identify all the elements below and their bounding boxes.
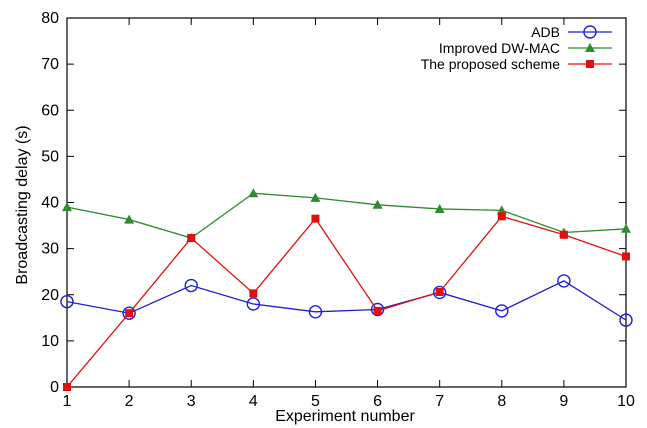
- y-axis: 0 10 20 30 40 50 60 70 80: [41, 10, 626, 396]
- series-layer: [60, 188, 633, 391]
- series-line: [66, 215, 627, 388]
- x-tick-label: 8: [497, 393, 506, 410]
- x-tick-label: 5: [311, 393, 320, 410]
- data-point: [619, 313, 633, 327]
- data-point: [559, 230, 568, 239]
- x-tick-label: 1: [63, 393, 72, 410]
- legend-marker: [585, 43, 595, 52]
- legend-label: The proposed scheme: [421, 56, 561, 72]
- data-point: [249, 289, 258, 298]
- data-point: [310, 192, 321, 202]
- data-point: [621, 223, 631, 233]
- y-axis-title: Broadcasting delay (s): [14, 125, 31, 284]
- x-tick-label: 4: [249, 393, 258, 410]
- x-tick-label: 2: [125, 393, 134, 410]
- legend-label: Improved DW-MAC: [439, 40, 560, 56]
- data-point: [184, 278, 198, 293]
- data-point: [62, 202, 72, 212]
- x-axis-title: Experiment number: [275, 408, 415, 425]
- legend-entry: The proposed scheme: [421, 56, 612, 72]
- y-tick-label: 40: [41, 195, 59, 212]
- y-tick-label: 80: [41, 10, 59, 27]
- data-point: [435, 287, 444, 296]
- y-tick-label: 20: [41, 287, 59, 304]
- series-line: [66, 280, 627, 321]
- x-tick-label: 7: [435, 393, 444, 410]
- x-axis: 1 2 3 4 5 6 7 8 9 10: [63, 18, 635, 410]
- legend-entry: Improved DW-MAC: [439, 40, 612, 56]
- legend-entry: ADB: [531, 24, 612, 40]
- plot-border: [66, 17, 627, 388]
- data-point: [622, 252, 630, 261]
- data-point: [373, 306, 382, 315]
- data-point: [432, 285, 447, 300]
- series-adb: [60, 274, 633, 327]
- plot-frame: [66, 17, 627, 388]
- data-point: [311, 214, 320, 223]
- legend-marker: [586, 60, 594, 68]
- data-point: [124, 214, 135, 224]
- data-point: [497, 212, 506, 221]
- x-tick-label: 3: [187, 393, 196, 410]
- data-point: [496, 205, 507, 215]
- y-tick-label: 50: [41, 148, 59, 165]
- data-point: [246, 297, 261, 311]
- x-tick-label: 6: [373, 393, 382, 410]
- x-tick-label: 9: [559, 393, 568, 410]
- data-point: [434, 203, 445, 213]
- data-point: [557, 274, 571, 288]
- data-point: [125, 309, 134, 318]
- y-tick-label: 30: [41, 241, 59, 258]
- x-tick-label: 10: [617, 393, 635, 410]
- y-tick-label: 10: [41, 333, 59, 350]
- series-line: [66, 192, 627, 239]
- series-the-proposed-scheme: [63, 212, 630, 391]
- y-tick-label: 60: [41, 102, 59, 119]
- data-point: [308, 305, 323, 319]
- y-tick-label: 0: [50, 379, 59, 396]
- legend-marker: [583, 25, 597, 39]
- y-tick-label: 70: [41, 56, 59, 73]
- data-point: [372, 199, 383, 209]
- data-point: [122, 306, 136, 320]
- data-point: [60, 294, 74, 309]
- data-point: [187, 234, 196, 243]
- legend-label: ADB: [531, 24, 560, 40]
- data-point: [63, 383, 71, 391]
- data-point: [248, 188, 259, 198]
- data-point: [495, 304, 509, 318]
- series-improved-dw-mac: [62, 188, 631, 243]
